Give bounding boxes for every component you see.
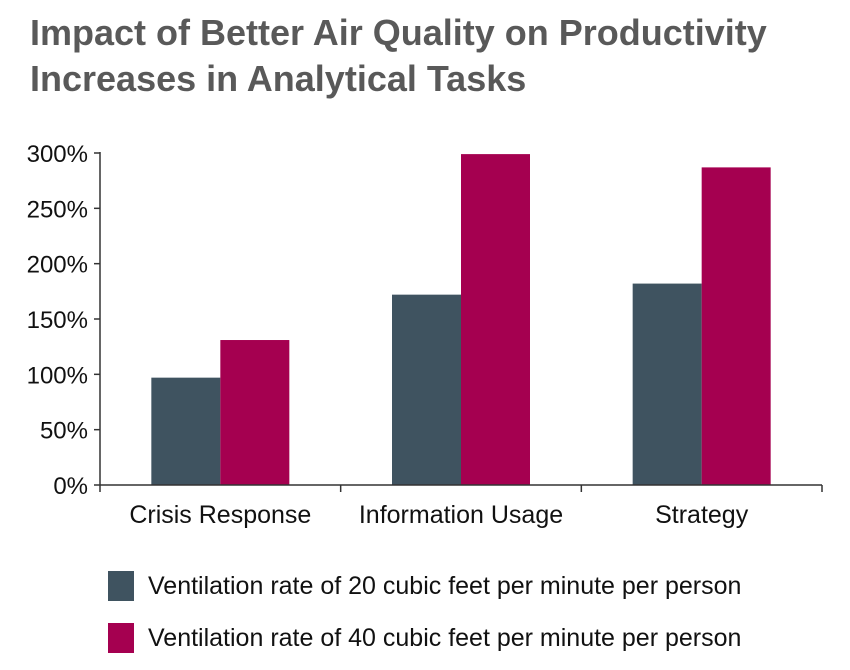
bar-20cfm-information-usage xyxy=(392,294,461,485)
bar-40cfm-crisis-response xyxy=(220,340,290,485)
x-tick-label: Information Usage xyxy=(359,501,563,529)
y-tick-label: 100% xyxy=(27,362,88,389)
chart-title-line-1: Impact of Better Air Quality on Producti… xyxy=(30,12,767,53)
legend-swatch-20cfm xyxy=(108,571,134,601)
chart-title: Impact of Better Air Quality on Producti… xyxy=(30,10,830,102)
y-tick-label: 150% xyxy=(27,307,88,334)
legend-label-20cfm: Ventilation rate of 20 cubic feet per mi… xyxy=(148,571,742,600)
bar-20cfm-strategy xyxy=(632,283,702,485)
legend: Ventilation rate of 20 cubic feet per mi… xyxy=(108,566,741,670)
x-tick-label: Crisis Response xyxy=(129,501,311,529)
y-tick-label: 250% xyxy=(27,196,88,223)
legend-swatch-40cfm xyxy=(108,623,134,653)
bar-20cfm-crisis-response xyxy=(151,377,221,485)
y-tick-label: 0% xyxy=(53,473,88,500)
legend-item-40cfm: Ventilation rate of 40 cubic feet per mi… xyxy=(108,618,741,658)
legend-item-20cfm: Ventilation rate of 20 cubic feet per mi… xyxy=(108,566,741,606)
y-tick-label: 50% xyxy=(40,418,88,445)
y-tick-label: 200% xyxy=(27,252,88,279)
bar-40cfm-information-usage xyxy=(461,154,530,485)
legend-label-40cfm: Ventilation rate of 40 cubic feet per mi… xyxy=(148,623,742,652)
y-tick-label: 300% xyxy=(27,141,88,168)
bar-chart: 0% 50% 100% 150% 200% 250% 300% Crisis Response… xyxy=(27,141,823,529)
chart-title-line-2: Increases in Analytical Tasks xyxy=(30,58,527,99)
x-tick-label: Strategy xyxy=(655,501,749,529)
bar-40cfm-strategy xyxy=(701,167,771,486)
